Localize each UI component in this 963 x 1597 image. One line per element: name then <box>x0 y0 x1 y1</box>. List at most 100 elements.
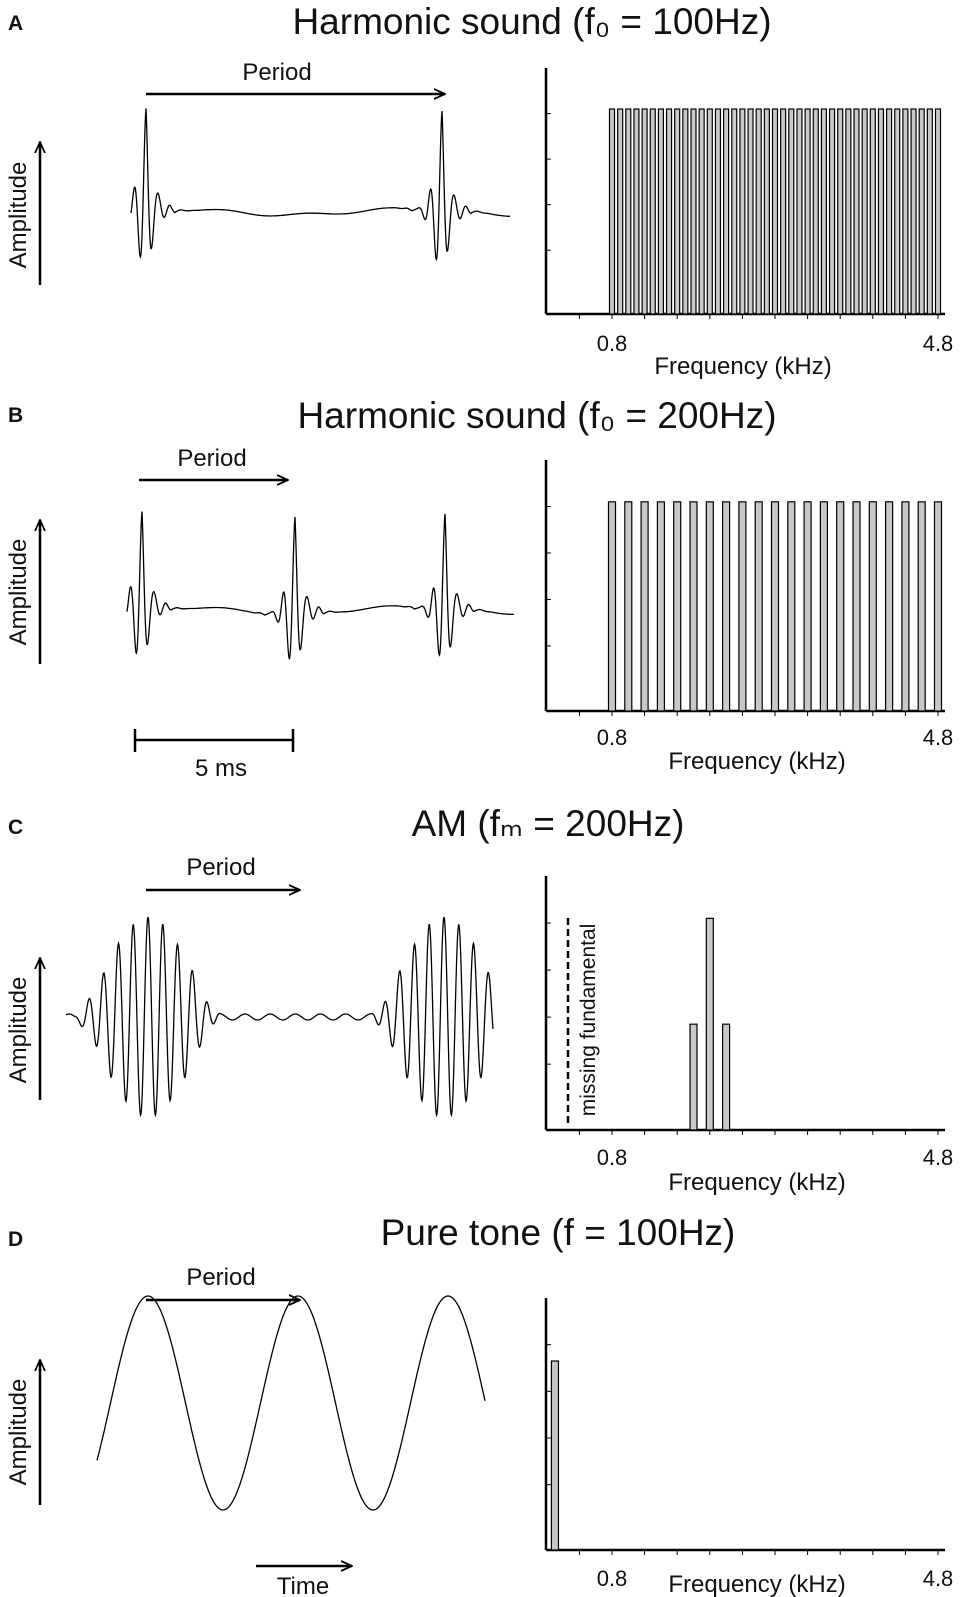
spectrum-chart: 0.8 4.8 Frequency (kHz) <box>544 1298 954 1597</box>
x-tick-label: 4.8 <box>923 1566 954 1591</box>
time-label: Time <box>277 1573 329 1597</box>
spectrum-bar <box>690 108 697 315</box>
panel-letter: D <box>8 1228 23 1251</box>
spectrum-bar <box>869 108 876 315</box>
spectrum-bar <box>656 501 666 712</box>
spectrum-bar <box>698 108 705 315</box>
spectrum-bar <box>788 108 795 315</box>
spectrum-bar <box>803 501 812 712</box>
spectrum-bar <box>731 108 738 315</box>
panel-letter: C <box>8 816 23 839</box>
waveform-pure-tone <box>96 1295 486 1511</box>
scale-bar-label: 5 ms <box>195 755 247 782</box>
spectrum-bar <box>852 501 861 712</box>
panel-title: Harmonic sound (f₀ = 200Hz) <box>297 395 776 436</box>
spectrum-bar <box>884 501 894 712</box>
spectrum-bar <box>624 501 633 712</box>
period-label: Period <box>186 1264 255 1291</box>
spectrum-bar <box>918 108 925 315</box>
spectrum-bar <box>607 501 617 712</box>
spectrum-bar <box>902 108 909 315</box>
spectrum-bar <box>796 108 803 315</box>
spectrum-chart: 0.8 4.8 Frequency (kHz) missing fundamen… <box>544 876 954 1196</box>
spectrum-bar <box>780 108 787 315</box>
spectrum-bar <box>739 108 746 315</box>
spectrum-bar <box>901 501 910 712</box>
spectrum-bar <box>853 108 860 315</box>
spectrum-bar <box>657 108 665 315</box>
panel-c: C AM (fₘ = 200Hz) Period Amplitude 0.8 4… <box>5 803 953 1196</box>
spectrum-bar <box>747 108 754 315</box>
waveform-am <box>65 916 494 1118</box>
spectrum-bar <box>633 108 640 315</box>
panel-letter: A <box>8 12 23 35</box>
panel-b: B Harmonic sound (f₀ = 200Hz) Period Amp… <box>5 395 953 782</box>
amplitude-label: Amplitude <box>5 977 32 1084</box>
amplitude-label: Amplitude <box>5 1379 32 1486</box>
waveform-harmonic-100hz <box>130 108 510 262</box>
x-tick-label: 4.8 <box>923 1145 954 1170</box>
spectrum-bar <box>640 501 649 712</box>
spectrum-bar <box>812 108 819 315</box>
x-axis-label: Frequency (kHz) <box>668 748 845 775</box>
spectrum-bar <box>868 501 877 712</box>
x-tick-label: 0.8 <box>597 725 628 750</box>
spectrum-bar <box>828 108 836 315</box>
x-axis-label: Frequency (kHz) <box>668 1169 845 1196</box>
spectrum-bar <box>917 501 926 712</box>
spectrum-bar <box>673 501 682 712</box>
missing-fundamental-label: missing fundamental <box>577 924 600 1117</box>
spectrum-bar <box>721 501 731 712</box>
spectrum-bar <box>755 108 762 315</box>
spectrum-bar <box>763 108 770 315</box>
spectrum-bar <box>771 108 779 315</box>
spectrum-bar <box>625 108 632 315</box>
spectrum-chart: 0.8 4.8 Frequency (kHz) <box>544 460 954 775</box>
spectrum-bar <box>550 1360 560 1551</box>
x-tick-label: 0.8 <box>597 1145 628 1170</box>
scale-bar <box>133 729 295 752</box>
spectrum-bar <box>682 108 689 315</box>
spectrum-bar <box>804 108 811 315</box>
spectrum-bar <box>934 108 942 315</box>
spectrum-bar <box>722 108 730 315</box>
spectrum-bar <box>689 501 698 712</box>
period-label: Period <box>186 854 255 881</box>
panel-letter: B <box>8 404 23 427</box>
spectrum-bar <box>608 108 616 315</box>
spectrum-bar <box>885 108 893 315</box>
amplitude-label: Amplitude <box>5 539 32 646</box>
x-tick-label: 0.8 <box>597 331 628 356</box>
spectrum-bar <box>894 108 901 315</box>
spectrum-bar <box>714 108 722 315</box>
spectrum-bar <box>665 108 673 315</box>
spectrum-bar <box>705 501 714 712</box>
period-label: Period <box>177 445 246 472</box>
spectrum-bar <box>770 501 780 712</box>
x-tick-label: 4.8 <box>923 331 954 356</box>
panel-d: D Pure tone (f = 100Hz) Period Amplitude… <box>5 1212 953 1597</box>
spectrum-bar <box>819 501 829 712</box>
spectrum-bar <box>754 501 763 712</box>
spectrum-bar <box>820 108 828 315</box>
spectrum-bar <box>877 108 885 315</box>
spectrum-bar <box>926 108 933 315</box>
waveform-harmonic-200hz <box>126 511 514 661</box>
spectrum-bar <box>641 108 648 315</box>
panel-title: Pure tone (f = 100Hz) <box>381 1212 736 1253</box>
x-tick-label: 4.8 <box>923 725 954 750</box>
period-label: Period <box>242 59 311 86</box>
spectrum-bar <box>837 108 844 315</box>
spectrum-bar <box>617 108 624 315</box>
x-tick-label: 0.8 <box>597 1566 628 1591</box>
x-axis-label: Frequency (kHz) <box>668 1571 845 1597</box>
spectrum-chart: 0.8 4.8 Frequency (kHz) <box>544 68 954 380</box>
spectrum-bar <box>738 501 747 712</box>
spectrum-bar <box>787 501 796 712</box>
amplitude-label: Amplitude <box>5 162 32 269</box>
spectrum-bar <box>706 108 713 315</box>
spectrum-bar <box>861 108 868 315</box>
spectrum-bar <box>721 1023 731 1131</box>
spectrum-bar <box>845 108 852 315</box>
